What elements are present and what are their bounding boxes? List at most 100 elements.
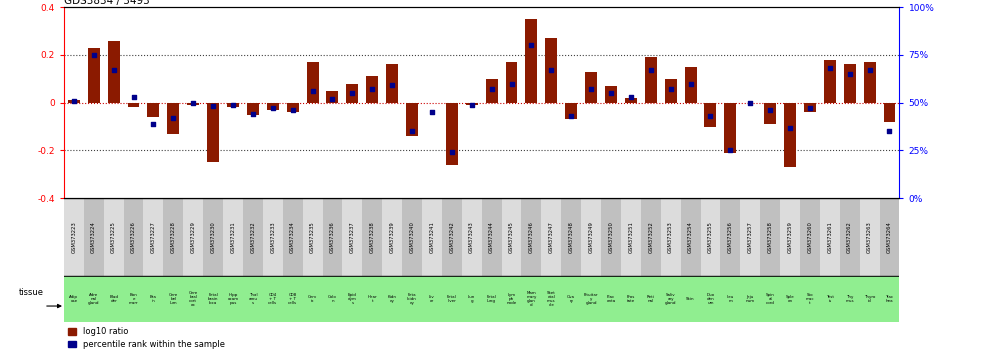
- Point: [623, 94, 639, 100]
- Text: GSM373236: GSM373236: [330, 221, 335, 253]
- Point: [762, 108, 778, 113]
- Text: GSM373224: GSM373224: [91, 221, 96, 253]
- Point: [245, 111, 260, 117]
- Bar: [781, 198, 800, 276]
- Text: Bon
e
marr: Bon e marr: [129, 293, 139, 305]
- Text: Cere
bral
cort
ex: Cere bral cort ex: [189, 291, 198, 307]
- Bar: [724, 103, 736, 153]
- Text: Lun
g: Lun g: [468, 295, 476, 303]
- Text: GDS3834 / 3493: GDS3834 / 3493: [64, 0, 149, 6]
- Text: Ileu
m: Ileu m: [726, 295, 734, 303]
- Text: GSM373255: GSM373255: [708, 221, 713, 253]
- Text: Cere
bel
lum: Cere bel lum: [169, 293, 178, 305]
- Text: Hear
t: Hear t: [368, 295, 377, 303]
- Text: Reti
nal: Reti nal: [647, 295, 655, 303]
- Bar: [64, 198, 84, 276]
- Text: GSM373232: GSM373232: [251, 221, 256, 253]
- Bar: [625, 98, 637, 103]
- Text: GSM373246: GSM373246: [529, 221, 534, 253]
- Bar: [422, 198, 442, 276]
- Point: [563, 113, 579, 119]
- Point: [285, 108, 301, 113]
- Bar: [764, 103, 777, 124]
- Text: Trac
hea: Trac hea: [886, 295, 894, 303]
- Bar: [163, 198, 183, 276]
- Text: GSM373256: GSM373256: [727, 221, 733, 253]
- Bar: [860, 198, 880, 276]
- Bar: [784, 103, 796, 167]
- Text: Thal
amu
s: Thal amu s: [249, 293, 258, 305]
- Bar: [701, 198, 721, 276]
- Text: GSM373252: GSM373252: [648, 221, 654, 253]
- Bar: [605, 86, 617, 103]
- Text: Sple
en: Sple en: [785, 295, 794, 303]
- Text: GSM373237: GSM373237: [350, 221, 355, 253]
- Bar: [760, 198, 781, 276]
- Text: Skin: Skin: [686, 297, 695, 301]
- Text: GSM373228: GSM373228: [171, 221, 176, 253]
- Text: GSM373223: GSM373223: [72, 221, 77, 253]
- Bar: [103, 198, 124, 276]
- Bar: [665, 79, 676, 103]
- Text: GSM373235: GSM373235: [310, 221, 316, 253]
- Point: [703, 113, 719, 119]
- Bar: [187, 103, 200, 105]
- Text: Spin
al
cord: Spin al cord: [766, 293, 775, 305]
- Point: [384, 82, 400, 88]
- Bar: [346, 84, 359, 103]
- Text: GSM373262: GSM373262: [847, 221, 852, 253]
- Text: GSM373240: GSM373240: [410, 221, 415, 253]
- Bar: [342, 198, 363, 276]
- Text: Sket
etal
mus
cle: Sket etal mus cle: [547, 291, 555, 307]
- Bar: [462, 198, 482, 276]
- Point: [464, 102, 480, 107]
- Point: [424, 109, 439, 115]
- Bar: [87, 48, 99, 103]
- Text: Sto
mac
t: Sto mac t: [806, 293, 814, 305]
- Text: Adip
ose: Adip ose: [70, 295, 79, 303]
- Bar: [521, 198, 542, 276]
- Text: Feta
lkidn
ey: Feta lkidn ey: [407, 293, 417, 305]
- Bar: [565, 103, 577, 119]
- Point: [802, 105, 818, 111]
- Text: GSM373225: GSM373225: [111, 221, 116, 253]
- Bar: [207, 103, 219, 162]
- Text: Liv
er: Liv er: [429, 295, 434, 303]
- Point: [682, 81, 698, 86]
- Bar: [621, 198, 641, 276]
- Point: [126, 94, 142, 100]
- Bar: [645, 57, 657, 103]
- Text: GSM373234: GSM373234: [290, 221, 295, 253]
- Text: GSM373244: GSM373244: [490, 221, 494, 253]
- Bar: [68, 100, 80, 103]
- Text: Fetal
liver: Fetal liver: [447, 295, 457, 303]
- Bar: [128, 103, 140, 108]
- Text: Bra
in: Bra in: [150, 295, 157, 303]
- Bar: [303, 198, 322, 276]
- Point: [66, 98, 82, 104]
- Point: [544, 67, 559, 73]
- Point: [186, 100, 202, 105]
- Point: [205, 104, 221, 109]
- Bar: [147, 103, 159, 117]
- Bar: [203, 198, 223, 276]
- Text: Test
is: Test is: [826, 295, 834, 303]
- Text: GSM373230: GSM373230: [210, 221, 215, 253]
- Text: GSM373247: GSM373247: [549, 221, 553, 253]
- Bar: [223, 198, 243, 276]
- Text: GSM373249: GSM373249: [589, 221, 594, 253]
- Bar: [501, 198, 521, 276]
- Text: GSM373257: GSM373257: [748, 221, 753, 253]
- Text: Saliv
ary
gland: Saliv ary gland: [665, 293, 676, 305]
- Text: Lym
ph
node: Lym ph node: [506, 293, 517, 305]
- Point: [782, 125, 798, 130]
- Text: GSM373233: GSM373233: [270, 221, 275, 253]
- Bar: [322, 198, 342, 276]
- Text: Adre
nal
gland: Adre nal gland: [88, 293, 99, 305]
- Text: tissue: tissue: [19, 288, 44, 297]
- Text: Plac
enta: Plac enta: [607, 295, 615, 303]
- Bar: [542, 198, 561, 276]
- Text: Epid
dym
s: Epid dym s: [348, 293, 357, 305]
- Bar: [804, 103, 816, 112]
- Point: [225, 102, 241, 107]
